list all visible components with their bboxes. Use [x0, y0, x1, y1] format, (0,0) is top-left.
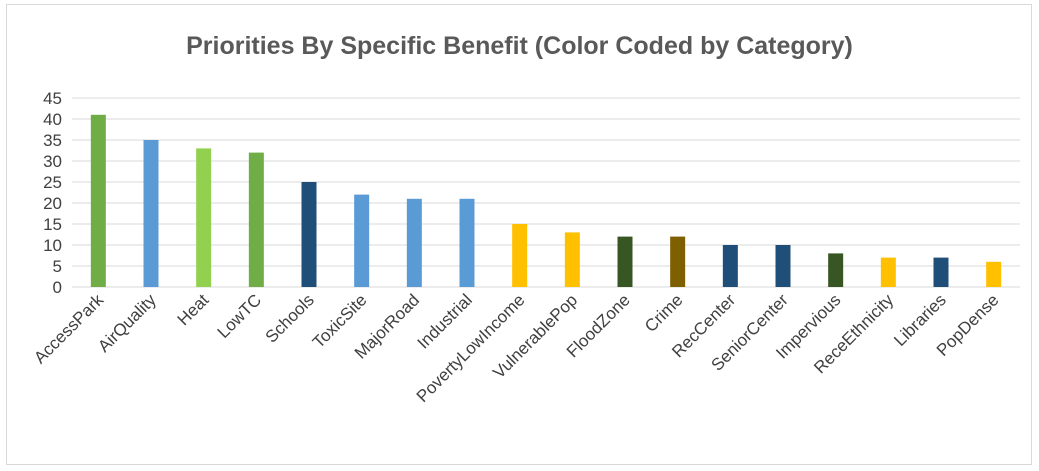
y-tick-label: 0 [53, 278, 62, 297]
y-tick-label: 40 [43, 110, 62, 129]
bars [90, 114, 1002, 287]
bar-Schools [301, 182, 317, 287]
bar-RecCenter [722, 245, 738, 287]
x-tick-label: Crime [641, 290, 686, 335]
bar-AirQuality [143, 140, 159, 287]
bar-MajorRoad [406, 198, 422, 287]
bar-LowTC [248, 152, 264, 287]
bar-Crime [670, 236, 686, 287]
bar-Industrial [459, 198, 475, 287]
x-tick-label: Heat [174, 290, 213, 329]
y-tick-label: 10 [43, 236, 62, 255]
gridlines [72, 97, 1020, 288]
x-tick-label: LowTC [214, 290, 266, 342]
bar-FloodZone [617, 236, 633, 287]
x-tick-label: AirQuality [94, 290, 160, 356]
y-axis-ticks: 0 5 10 15 20 25 30 35 40 45 [43, 89, 62, 297]
bar-Impervious [828, 253, 844, 287]
y-tick-label: 20 [43, 194, 62, 213]
y-tick-label: 25 [43, 173, 62, 192]
y-tick-label: 5 [53, 257, 62, 276]
y-tick-label: 15 [43, 215, 62, 234]
bar-VulnerablePop [564, 232, 580, 287]
bar-ReceEthnicity [880, 257, 896, 287]
bar-SeniorCenter [775, 245, 791, 287]
y-tick-label: 45 [43, 89, 62, 108]
bar-Libraries [933, 257, 949, 287]
bar-PovertyLowIncome [512, 224, 528, 287]
bar-PopDense [986, 261, 1002, 287]
chart-title: Priorities By Specific Benefit (Color Co… [186, 32, 853, 60]
y-tick-label: 30 [43, 152, 62, 171]
x-tick-label: AccessPark [30, 290, 107, 367]
bar-ToxicSite [354, 194, 370, 287]
bar-Heat [196, 148, 212, 287]
y-tick-label: 35 [43, 131, 62, 150]
bar-AccessPark [90, 114, 106, 287]
